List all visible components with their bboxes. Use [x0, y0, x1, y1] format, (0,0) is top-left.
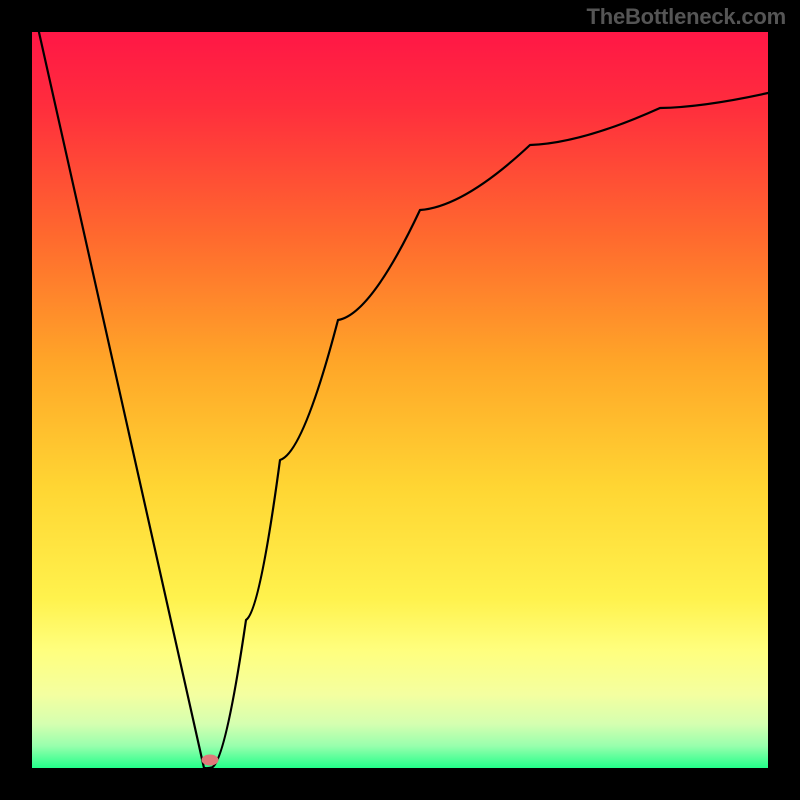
bottleneck-chart: TheBottleneck.com — [0, 0, 800, 800]
curve-layer — [0, 0, 800, 800]
operating-point-marker — [202, 755, 219, 766]
attribution-text: TheBottleneck.com — [586, 4, 786, 30]
bottleneck-curve — [34, 10, 768, 768]
